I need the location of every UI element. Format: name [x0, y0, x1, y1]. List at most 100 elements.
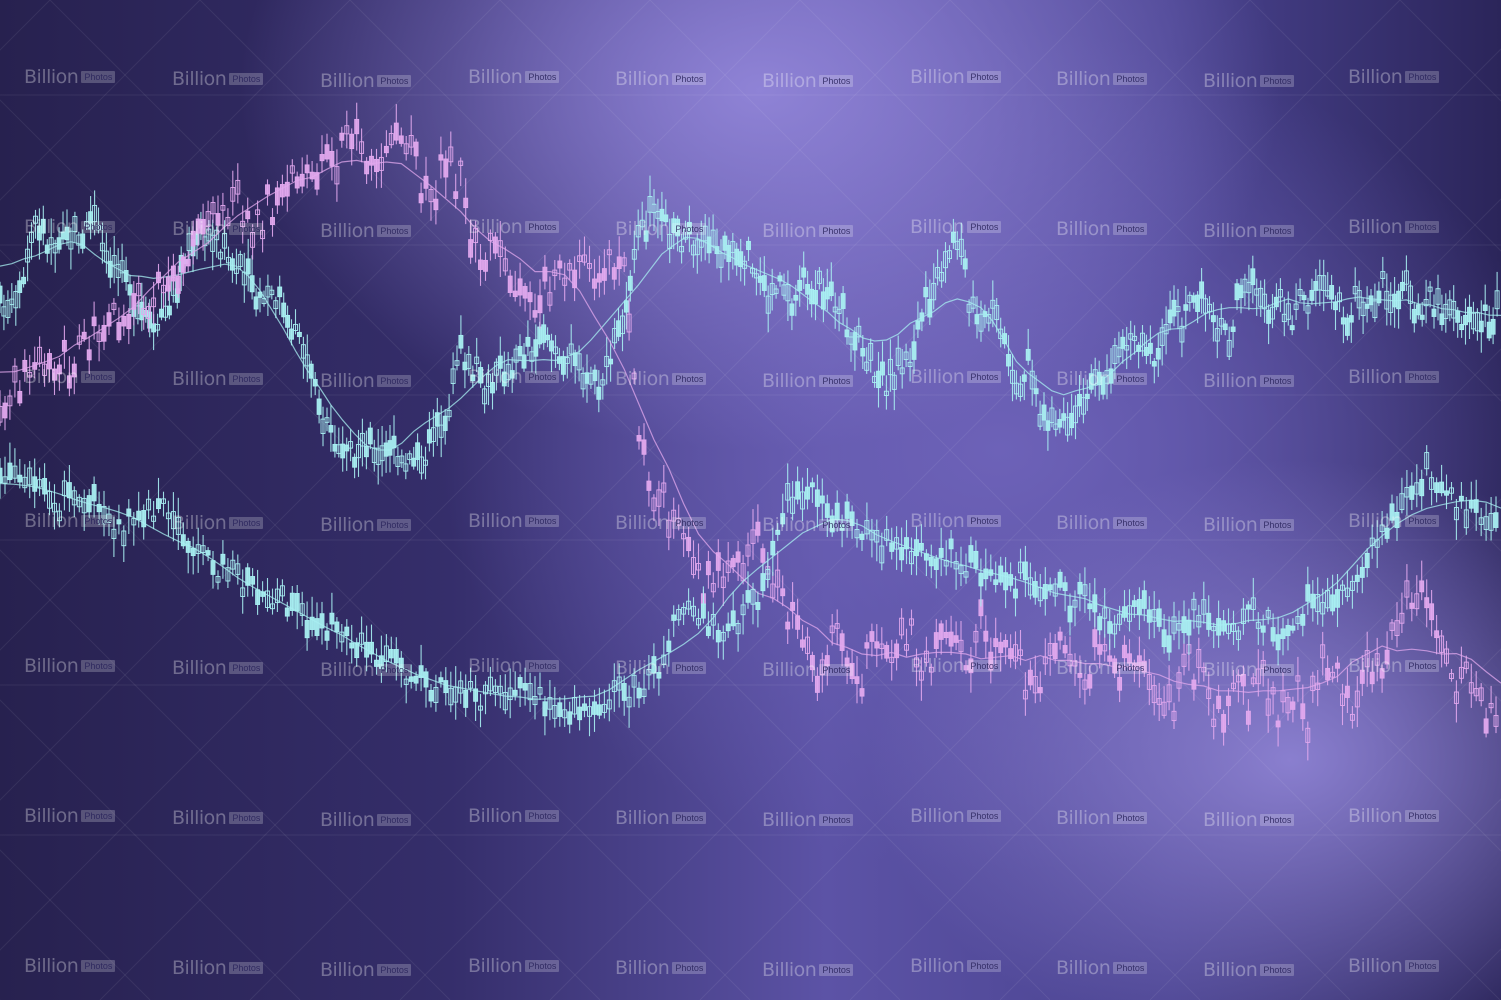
candle	[71, 486, 77, 517]
candle	[1270, 294, 1275, 329]
candle	[230, 170, 236, 216]
candle	[0, 390, 3, 427]
candle	[757, 257, 763, 296]
candle	[245, 563, 251, 597]
watermark-main-text: Billion	[172, 807, 227, 829]
watermark-main-text: Billion	[468, 216, 523, 238]
candle	[25, 235, 31, 282]
candle	[663, 199, 669, 226]
candle	[1195, 291, 1201, 324]
candle	[1141, 649, 1147, 677]
candle	[462, 352, 468, 389]
candle	[265, 578, 270, 612]
watermark-main-text: Billion	[468, 66, 523, 88]
candle	[710, 214, 716, 251]
candle	[463, 178, 469, 225]
watermark-sub-text: Photos	[81, 810, 116, 822]
candle	[1305, 721, 1311, 761]
candle	[279, 174, 285, 206]
candle	[1218, 303, 1224, 335]
candle	[1199, 268, 1205, 314]
watermark-sub-text: Photos	[1260, 519, 1295, 531]
candle	[1186, 608, 1192, 655]
watermark-main-text: Billion	[468, 955, 523, 977]
watermark-sub-text: Photos	[1113, 517, 1148, 529]
candle	[746, 236, 751, 261]
candle	[180, 252, 186, 286]
candle	[512, 270, 518, 302]
candle	[411, 446, 417, 470]
candle	[1107, 608, 1113, 650]
candle	[497, 221, 503, 277]
candle	[1384, 631, 1390, 669]
candle	[1295, 608, 1301, 630]
candle	[66, 356, 72, 397]
candle	[1171, 601, 1177, 641]
candle	[443, 150, 449, 198]
candle	[265, 179, 270, 206]
candle	[1072, 590, 1078, 627]
candle	[314, 602, 320, 641]
candle	[1008, 634, 1014, 668]
candle	[1368, 289, 1374, 312]
watermark: Billion Photos	[468, 510, 560, 532]
candle	[399, 449, 405, 468]
watermark: Billion Photos	[468, 216, 560, 238]
candle	[1203, 294, 1208, 332]
candle	[48, 218, 54, 265]
candle	[552, 686, 558, 728]
candle	[507, 269, 513, 297]
candle	[1166, 616, 1172, 661]
watermark-main-text: Billion	[24, 66, 79, 88]
candle	[860, 335, 866, 369]
candle	[1404, 470, 1410, 516]
candle	[403, 453, 409, 480]
watermark-sub-text: Photos	[1260, 225, 1295, 237]
candle	[714, 228, 720, 269]
candle	[76, 494, 82, 513]
watermark: Billion Photos	[1056, 657, 1148, 679]
candle	[91, 476, 97, 518]
watermark-main-text: Billion	[320, 959, 375, 981]
watermark-sub-text: Photos	[1405, 71, 1440, 83]
candle	[1136, 636, 1142, 688]
watermark: Billion Photos	[172, 368, 264, 390]
candle	[596, 370, 602, 413]
candle	[1127, 639, 1132, 671]
candle	[994, 298, 1000, 333]
candle	[1364, 631, 1370, 687]
candle	[96, 324, 102, 362]
watermark-sub-text: Photos	[377, 375, 412, 387]
watermark-sub-text: Photos	[1405, 515, 1440, 527]
candle	[1010, 354, 1015, 402]
candle	[1443, 293, 1449, 333]
candle	[1376, 281, 1382, 307]
watermark-sub-text: Photos	[1113, 223, 1148, 235]
candle	[705, 550, 711, 589]
candle	[1275, 714, 1281, 747]
candle	[1309, 278, 1315, 305]
candle	[1032, 571, 1038, 605]
candle	[1260, 651, 1266, 687]
candle	[1226, 608, 1231, 640]
candle	[970, 280, 976, 313]
candle	[1468, 481, 1474, 513]
candle	[577, 695, 583, 731]
candle	[777, 271, 783, 287]
candle	[398, 651, 404, 688]
candle	[9, 283, 15, 313]
watermark: Billion Photos	[762, 959, 854, 981]
candle	[572, 685, 578, 718]
candle	[1069, 393, 1075, 436]
watermark-main-text: Billion	[1203, 659, 1258, 681]
watermark: Billion Photos	[910, 955, 1002, 977]
candle	[1147, 325, 1153, 365]
watermark-sub-text: Photos	[672, 517, 707, 529]
candle	[32, 458, 38, 509]
candle	[1166, 665, 1172, 711]
candle	[1176, 666, 1182, 702]
candle	[285, 305, 291, 338]
candle	[726, 239, 732, 281]
candle	[923, 271, 929, 315]
candle	[136, 275, 142, 315]
